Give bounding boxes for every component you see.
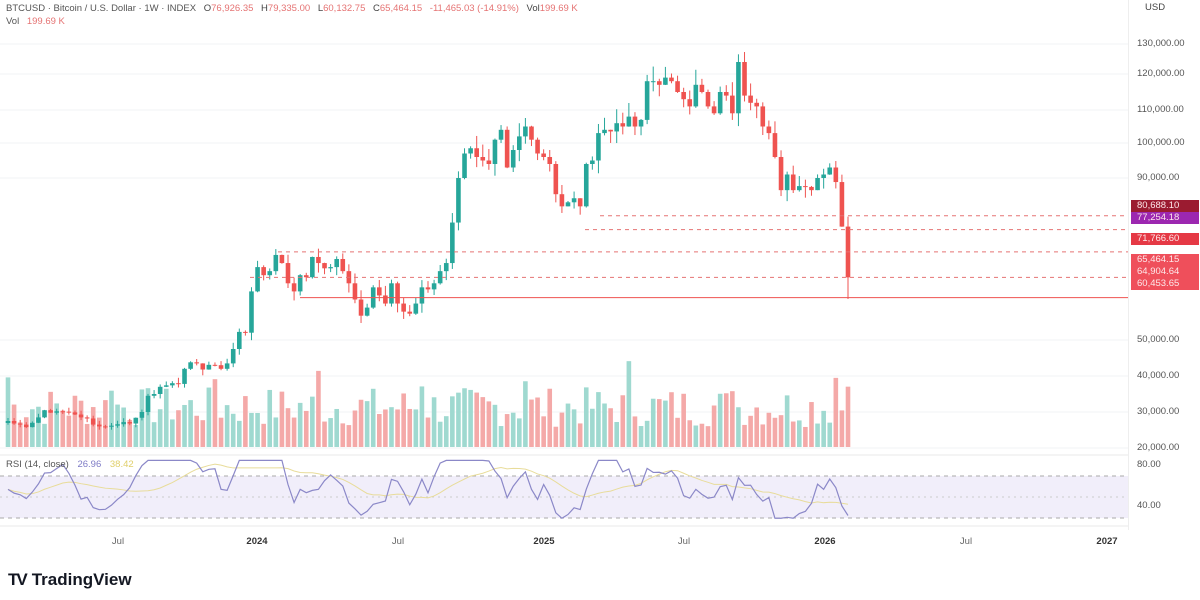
symbol[interactable]: BTCUSD [6,3,46,14]
price-level-tag: 60,453.65 [1131,278,1199,290]
brand-name: TradingView [31,570,132,589]
rsi-ma-value: 38.42 [109,459,134,470]
time-tick: Jul [677,536,691,547]
time-tick: 2024 [246,536,268,547]
interval[interactable]: 1W [144,3,159,14]
price-level-tag: 80,688.10 [1131,200,1199,212]
exchange: INDEX [167,3,197,14]
time-axis[interactable]: Jul 2024 Jul 2025 Jul 2026 Jul 2027 [0,530,1128,552]
vol-indicator-value: 199.69 K [26,16,65,27]
price-level-tag: 64,904.64 [1131,266,1199,278]
currency-label: USD [1145,2,1166,13]
rsi-legend: RSI (14, close) 26.96 38.42 [6,459,134,470]
change-value: -11,465.03 (-14.91%) [429,3,519,14]
time-tick: Jul [111,536,125,547]
price-level-tag: 77,254.18 [1131,212,1199,224]
time-tick: Jul [391,536,405,547]
price-level-tag: 71,766.60 [1131,233,1199,245]
rsi-tick: 40.00 [1137,500,1161,511]
time-tick: 2025 [533,536,555,547]
rsi-tick: 80.00 [1137,459,1161,470]
symbol-description: Bitcoin / U.S. Dollar [53,3,136,14]
tradingview-brand: TV TradingView [8,570,132,590]
price-tick: 40,000.00 [1137,370,1180,381]
price-tick: 50,000.00 [1137,334,1180,345]
time-tick: 2026 [814,536,836,547]
price-level-tag: 65,464.15 [1131,254,1199,266]
open-value: 76,926.35 [211,3,254,14]
close-value: 65,464.15 [379,3,423,14]
symbol-legend: BTCUSD · Bitcoin / U.S. Dollar · 1W · IN… [6,3,578,27]
time-tick: 2027 [1096,536,1118,547]
tradingview-logo-icon: TV [8,570,28,589]
time-tick: Jul [959,536,973,547]
price-axis[interactable]: USD 130,000.00 120,000.00 110,000.00 100,00… [1128,0,1200,530]
volume-value: 199.69 K [539,3,578,14]
price-tick: 110,000.00 [1137,104,1184,115]
rsi-value: 26.96 [77,459,102,470]
vol-indicator-label[interactable]: Vol [6,16,20,27]
rsi-title[interactable]: RSI (14, close) [6,459,69,470]
price-tick: 120,000.00 [1137,68,1185,79]
price-tick: 130,000.00 [1137,38,1185,49]
low-value: 60,132.75 [323,3,366,14]
high-value: 79,335.00 [267,3,311,14]
price-chart-canvas[interactable] [0,0,1128,530]
price-tick: 90,000.00 [1137,172,1180,183]
price-tick: 20,000.00 [1137,442,1180,453]
price-tick: 30,000.00 [1137,406,1180,417]
price-tick: 100,000.00 [1137,137,1185,148]
